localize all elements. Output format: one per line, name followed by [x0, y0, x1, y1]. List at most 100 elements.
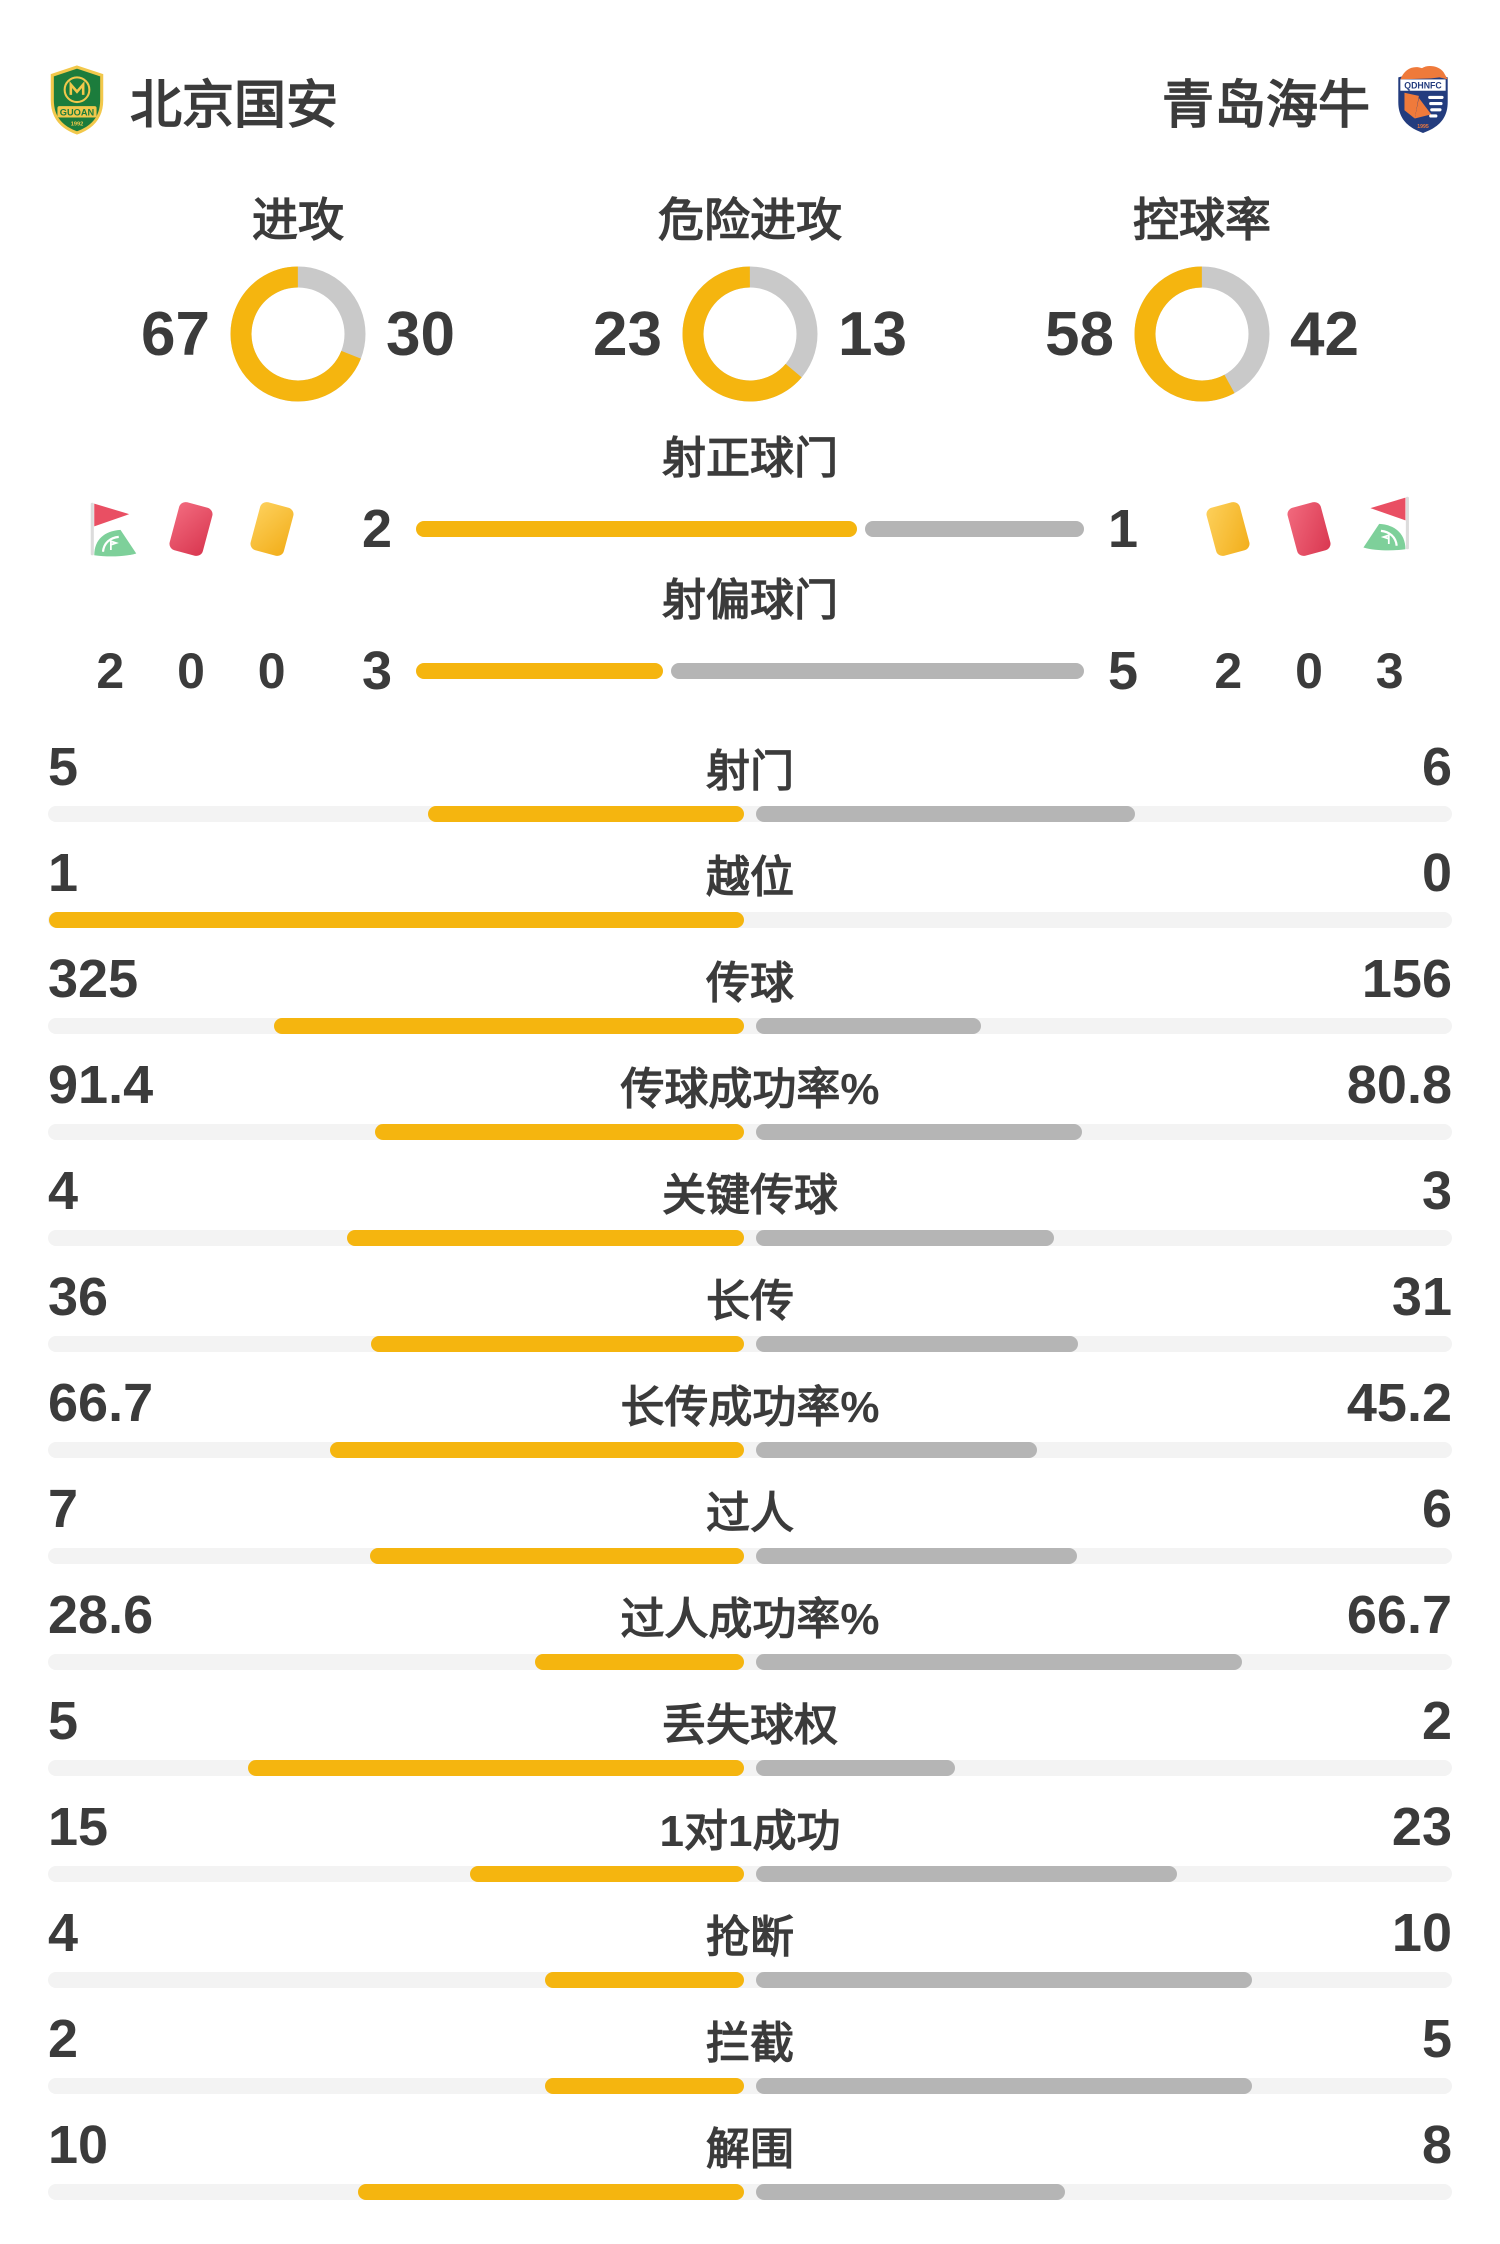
away-bar-segment: [756, 1654, 1243, 1670]
stat-row: 4 抢断 10: [48, 1902, 1452, 1988]
shots-off-target-label: 射偏球门: [662, 576, 838, 625]
stat-label: 1对1成功: [659, 1807, 841, 1856]
home-bar-segment: [469, 1866, 744, 1882]
stat-comparison-bar: [48, 1548, 1452, 1564]
donut-away-value: 30: [386, 299, 455, 369]
stat-label: 解围: [706, 2125, 794, 2174]
shots-off-target-row: 2 0 0 3 5 2 0 3: [48, 632, 1452, 710]
stat-comparison-bar: [48, 1230, 1452, 1246]
away-value: 45.2: [1346, 1373, 1452, 1433]
stat-comparison-bar: [48, 1442, 1452, 1458]
away-value: 23: [1391, 1797, 1452, 1857]
home-bar-segment: [369, 1548, 744, 1564]
donut-title: 危险进攻: [658, 194, 842, 246]
stat-label: 抢断: [706, 1913, 794, 1962]
home-bar-segment: [329, 1442, 744, 1458]
home-bar-segment: [346, 1230, 744, 1246]
home-bar-segment: [274, 1018, 744, 1034]
away-discipline-icons: [1200, 495, 1440, 563]
away-bar-segment: [756, 1760, 955, 1776]
yellow-card-icon: [243, 500, 300, 558]
donut-group: 控球率 58 42: [992, 184, 1412, 402]
stat-label: 传球: [706, 959, 794, 1008]
home-value: 36: [48, 1267, 109, 1327]
away-bar-segment: [756, 1230, 1054, 1246]
yellow-card-icon: [1200, 500, 1257, 558]
stat-label: 过人成功率%: [620, 1595, 880, 1644]
home-bar-segment: [545, 2078, 744, 2094]
stat-label: 越位: [706, 853, 794, 902]
stat-row: 5 丢失球权 2: [48, 1690, 1452, 1776]
away-value: 6: [1421, 737, 1452, 797]
away-bar-segment: [756, 1442, 1037, 1458]
stat-label: 过人: [706, 1489, 794, 1538]
home-value: 4: [48, 1161, 79, 1221]
away-bar-segment: [756, 1866, 1177, 1882]
away-bar-segment: [756, 1548, 1077, 1564]
stat-comparison-bar: [48, 2078, 1452, 2094]
home-value: 5: [48, 737, 79, 797]
away-value: 66.7: [1346, 1585, 1452, 1645]
stat-comparison-bar: [48, 1760, 1452, 1776]
home-bar-segment: [357, 2184, 744, 2200]
home-discipline-counts: 2 0 0: [60, 642, 300, 700]
away-bar-segment: [670, 663, 1084, 679]
corner-flag-icon: [82, 501, 139, 557]
away-bar-segment: [756, 806, 1136, 822]
stat-comparison-bar: [48, 2184, 1452, 2200]
svg-text:GUOAN: GUOAN: [60, 107, 95, 117]
svg-text:1992: 1992: [71, 122, 84, 128]
home-value: 325: [48, 949, 139, 1009]
stat-row: 66.7 长传成功率% 45.2: [48, 1372, 1452, 1458]
donut-away-value: 42: [1290, 299, 1359, 369]
match-header: GUOAN 1992 北京国安 青岛海牛 QDHNFC 1995: [48, 0, 1452, 150]
away-bar-segment: [756, 2184, 1065, 2200]
donut-away-value: 13: [838, 299, 907, 369]
shots-off-target-home: 3: [361, 641, 392, 701]
stat-row: 5 射门 6: [48, 736, 1452, 822]
stat-row: 15 1对1成功 23: [48, 1796, 1452, 1882]
stat-label: 长传: [706, 1277, 794, 1326]
donut-chart: [682, 266, 818, 402]
away-bar-segment: [756, 1972, 1253, 1988]
stat-comparison-bar: [48, 1866, 1452, 1882]
red-card-icon: [163, 500, 220, 558]
shots-off-target-away: 5: [1108, 641, 1139, 701]
home-value: 4: [48, 1903, 79, 1963]
stat-row: 325 传球 156: [48, 948, 1452, 1034]
away-value: 5: [1421, 2009, 1452, 2069]
away-bar-segment: [865, 521, 1084, 537]
shots-off-target-bar: [416, 663, 1084, 679]
stats-list: 5 射门 6 1 越位 0 325 传球 156: [48, 736, 1452, 2200]
away-bar-segment: [756, 1018, 982, 1034]
stat-label: 射门: [706, 747, 794, 796]
home-value: 5: [48, 1691, 79, 1751]
stat-comparison-bar: [48, 1654, 1452, 1670]
stat-comparison-bar: [48, 1972, 1452, 1988]
donut-charts: 进攻 67 30 危险进攻 23 13 控球率 58: [48, 184, 1452, 402]
home-bar-segment: [49, 912, 744, 928]
shots-on-target-bar: [416, 521, 1084, 537]
stat-label: 长传成功率%: [620, 1383, 880, 1432]
stat-comparison-bar: [48, 1124, 1452, 1140]
red-card-icon: [1281, 500, 1338, 558]
away-bar-segment: [756, 2078, 1253, 2094]
stat-label: 关键传球: [662, 1171, 838, 1220]
donut-title: 进攻: [252, 194, 344, 246]
home-bar-segment: [416, 663, 663, 679]
away-team: 青岛海牛 QDHNFC 1995: [1162, 63, 1452, 138]
stat-row: 28.6 过人成功率% 66.7: [48, 1584, 1452, 1670]
away-value: 3: [1421, 1161, 1452, 1221]
shots-on-target-home: 2: [361, 499, 392, 559]
away-value: 2: [1421, 1691, 1452, 1751]
away-value: 0: [1421, 843, 1452, 903]
svg-text:1995: 1995: [1417, 124, 1429, 130]
home-value: 10: [48, 2115, 109, 2175]
beijing-guoan-crest-icon: GUOAN 1992: [50, 65, 104, 135]
stat-row: 2 拦截 5: [48, 2008, 1452, 2094]
stat-row: 1 越位 0: [48, 842, 1452, 928]
away-value: 31: [1391, 1267, 1452, 1327]
stat-row: 4 关键传球 3: [48, 1160, 1452, 1246]
stat-comparison-bar: [48, 1018, 1452, 1034]
red-card-count: 0: [1295, 643, 1323, 699]
